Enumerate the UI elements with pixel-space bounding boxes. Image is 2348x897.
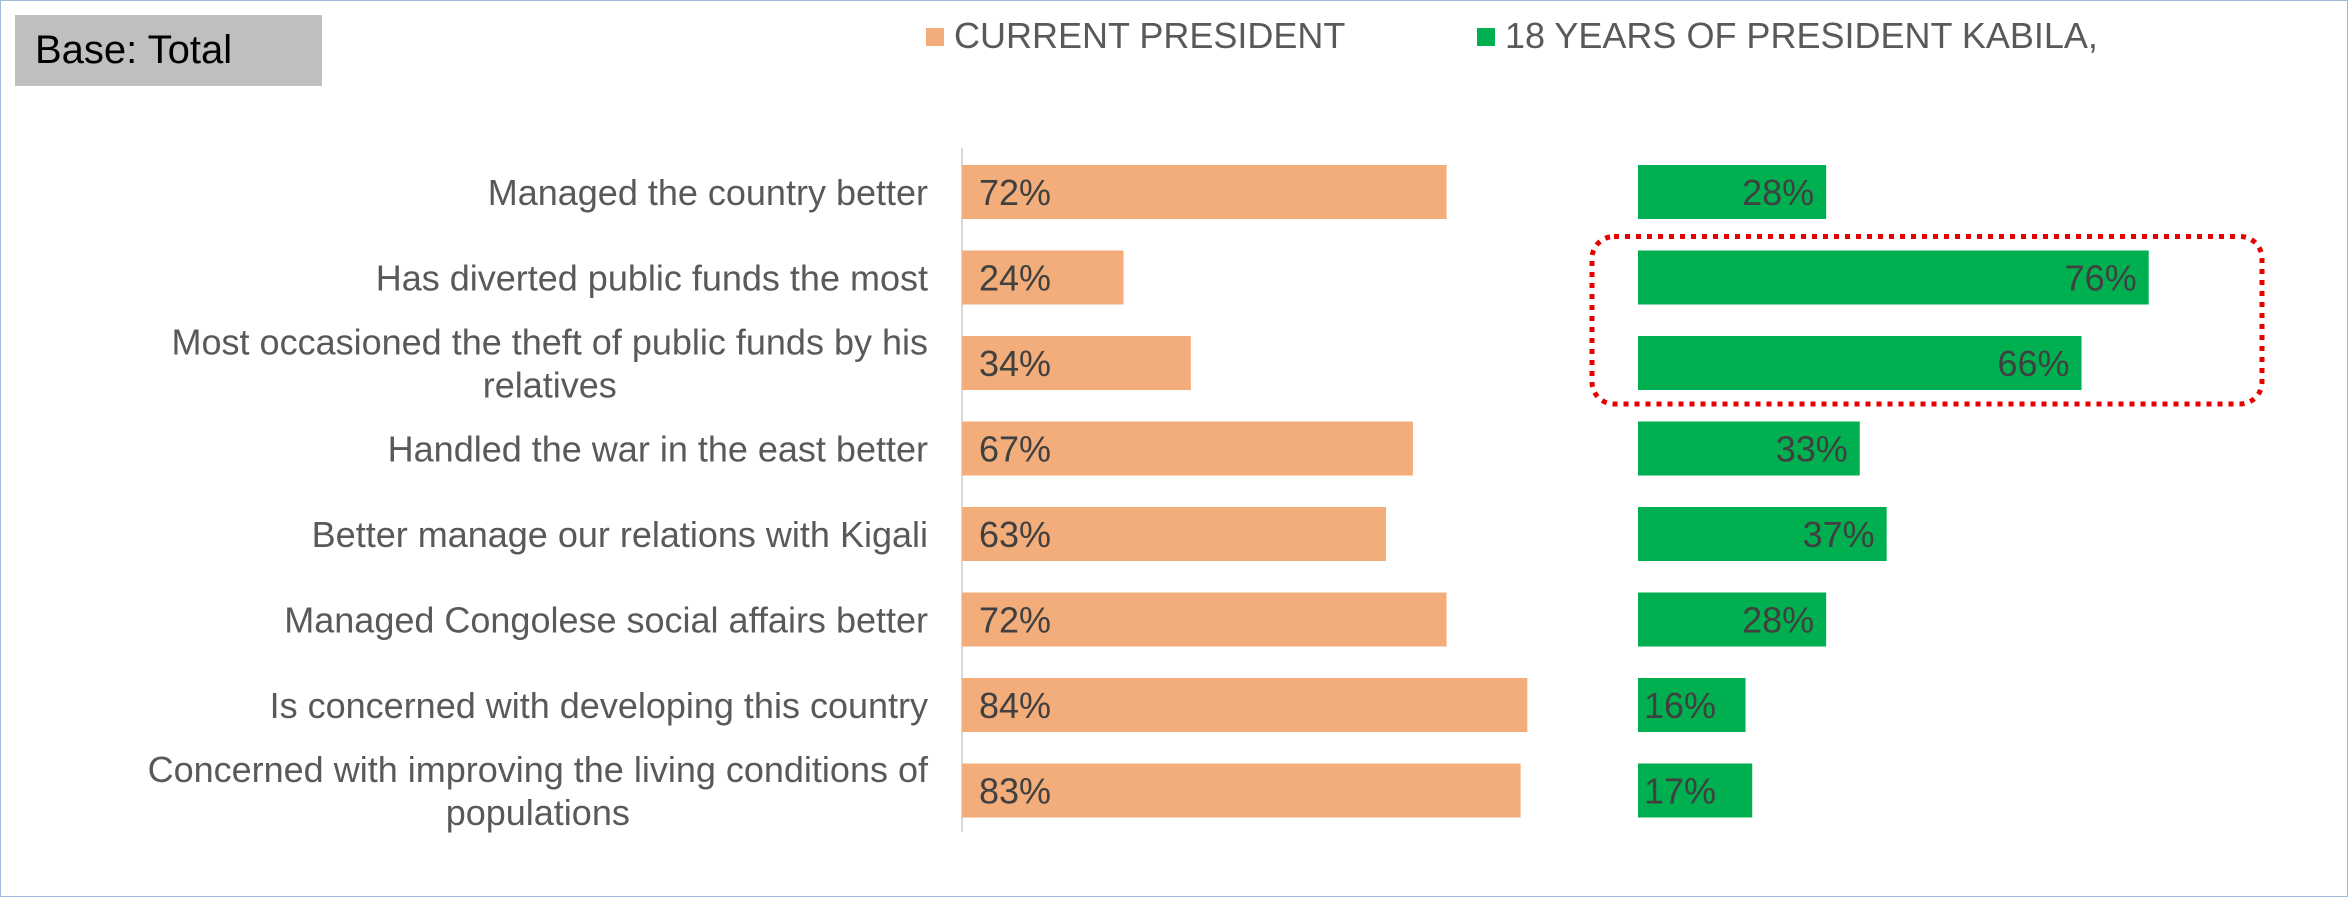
category-label-has-diverted-public-funds-the-most: Has diverted public funds the most — [376, 258, 928, 299]
bar-kabila-5 — [1638, 592, 1827, 647]
data-label-current-president-6: 84% — [979, 685, 1051, 726]
legend-label-0: CURRENT PRESIDENT — [954, 15, 1345, 56]
bar-kabila-4 — [1638, 507, 1887, 561]
category-label-handled-the-war-in-the-east-better: Handled the war in the east better — [388, 429, 928, 470]
legend-swatch-1 — [1477, 28, 1495, 46]
series-current-president: 72% 24% 34% 67% 63% 72% 84% 83% — [962, 165, 1528, 818]
data-label-current-president-5: 72% — [979, 600, 1051, 641]
bar-kabila-7 — [1638, 763, 1753, 818]
bar-current-president-3 — [962, 421, 1413, 476]
legend: CURRENT PRESIDENT 18 YEARS OF PRESIDENT K… — [926, 15, 2098, 56]
bar-kabila-6 — [1638, 678, 1746, 732]
data-label-kabila-2: 66% — [1997, 343, 2069, 384]
data-label-kabila-7: 17% — [1644, 771, 1716, 812]
category-labels: Managed the country better Has diverted p… — [148, 172, 929, 833]
data-label-kabila-5: 28% — [1742, 600, 1814, 641]
category-label-managed-the-country-better: Managed the country better — [488, 172, 928, 213]
base-label: Base: Total — [15, 15, 322, 86]
data-label-kabila-3: 33% — [1776, 429, 1848, 470]
category-label-concerned-with-improving-the-living-conditions-of-populations: Concerned with improving the living cond… — [148, 749, 929, 833]
data-label-current-president-4: 63% — [979, 514, 1051, 555]
data-label-kabila-6: 16% — [1644, 685, 1716, 726]
bar-kabila-2 — [1638, 336, 2082, 390]
bar-current-president-2 — [962, 336, 1191, 390]
data-label-current-president-0: 72% — [979, 172, 1051, 213]
bar-current-president-4 — [962, 507, 1386, 561]
legend-swatch-0 — [926, 28, 944, 46]
data-label-kabila-0: 28% — [1742, 172, 1814, 213]
bar-kabila-3 — [1638, 421, 1860, 476]
bar-current-president-0 — [962, 165, 1447, 219]
bar-current-president-6 — [962, 678, 1528, 732]
legend-label-1: 18 YEARS OF PRESIDENT KABILA, — [1505, 15, 2098, 56]
category-label-better-manage-our-relations-with-kigali: Better manage our relations with Kigali — [312, 514, 928, 555]
data-label-current-president-7: 83% — [979, 771, 1051, 812]
bar-kabila-1 — [1638, 250, 2149, 305]
bar-current-president-1 — [962, 250, 1124, 305]
data-label-kabila-1: 76% — [2065, 258, 2137, 299]
category-label-most-occasioned-the-theft-of-public-funds-by-his-relatives: Most occasioned the theft of public fund… — [172, 322, 928, 406]
data-label-current-president-1: 24% — [979, 258, 1051, 299]
bar-current-president-5 — [962, 592, 1447, 647]
series-kabila: 28% 76% 66% 33% 37% 28% 16% 17% — [1638, 165, 2149, 818]
highlight-box — [1589, 234, 2265, 407]
category-label-is-concerned-with-developing-this-country: Is concerned with developing this countr… — [270, 685, 928, 726]
bar-kabila-0 — [1638, 165, 1827, 219]
data-label-kabila-4: 37% — [1803, 514, 1875, 555]
data-label-current-president-2: 34% — [979, 343, 1051, 384]
category-label-managed-congolese-social-affairs-better: Managed Congolese social affairs better — [284, 600, 928, 641]
data-label-current-president-3: 67% — [979, 429, 1051, 470]
bar-current-president-7 — [962, 763, 1521, 818]
